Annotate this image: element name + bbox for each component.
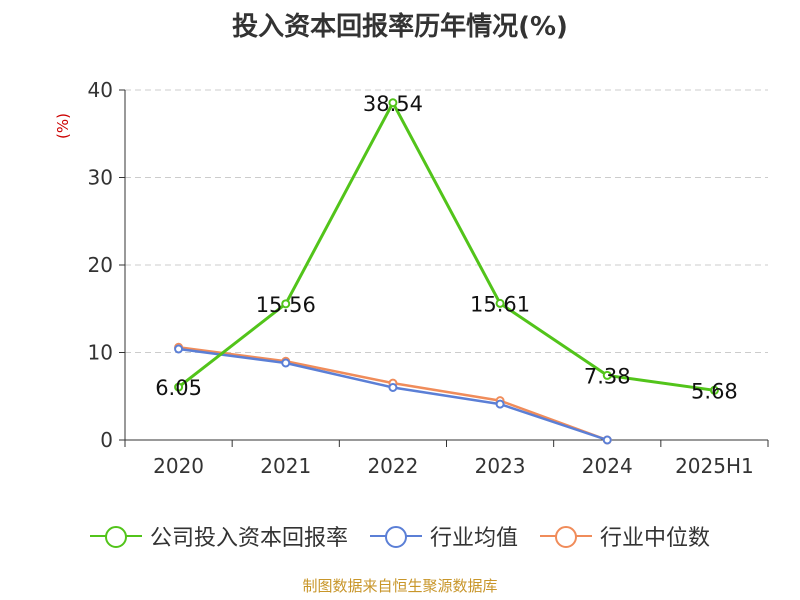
series-line xyxy=(178,347,608,442)
data-point xyxy=(174,382,184,392)
data-label: 38.54 xyxy=(363,92,423,116)
axes: 0 10 20 30 40 2020 2021 2022 2023 2024 2025H1 xyxy=(88,78,769,478)
legend-swatch-icon xyxy=(540,524,592,548)
y-tick-label: 30 xyxy=(88,166,113,190)
series-lines xyxy=(174,98,719,445)
x-tick-label: 2024 xyxy=(582,454,633,478)
data-label: 5.68 xyxy=(691,379,738,403)
x-tick-label: 2020 xyxy=(153,454,204,478)
legend-item[interactable]: 行业中位数 xyxy=(540,520,710,552)
data-label: 6.05 xyxy=(155,376,202,400)
x-tick-label: 2025H1 xyxy=(675,454,754,478)
data-point xyxy=(388,383,398,392)
legend-swatch-icon xyxy=(369,524,422,548)
legend-label: 行业中位数 xyxy=(600,526,711,551)
grid-lines xyxy=(125,89,768,353)
legend-swatch-icon xyxy=(89,524,142,548)
x-tick-label: 2021 xyxy=(260,454,311,478)
data-label: 7.38 xyxy=(584,364,631,388)
data-label: 15.61 xyxy=(470,292,530,316)
x-tick-label: 2022 xyxy=(367,454,418,478)
source-note: 制图数据来自恒生聚源数据库 xyxy=(302,577,498,595)
data-point xyxy=(495,298,505,308)
data-point xyxy=(174,344,184,354)
y-tick-label: 10 xyxy=(88,341,113,365)
data-point xyxy=(709,385,719,395)
y-tick-label: 20 xyxy=(88,253,113,277)
series-line xyxy=(177,101,715,392)
legend-item[interactable]: 公司投入资本回报率 xyxy=(89,520,348,552)
y-axis-label: (%) xyxy=(54,113,72,139)
data-point xyxy=(602,435,612,445)
data-point xyxy=(388,98,398,108)
legend-label: 行业均值 xyxy=(429,526,518,551)
data-labels: 6.05 15.56 38.54 15.61 7.38 5.68 xyxy=(155,92,738,404)
legend-item[interactable]: 行业均值 xyxy=(369,520,518,552)
data-point xyxy=(281,299,291,309)
y-tick-label: 40 xyxy=(88,78,113,102)
chart-legend: 公司投入资本回报率 行业均值 行业中位数 xyxy=(0,520,800,552)
series-line xyxy=(178,346,608,442)
data-label: 15.56 xyxy=(256,293,316,317)
legend-label: 公司投入资本回报率 xyxy=(149,526,348,551)
y-tick-label: 0 xyxy=(100,428,113,452)
data-point xyxy=(281,358,291,368)
data-point xyxy=(602,370,612,380)
x-tick-label: 2023 xyxy=(475,454,526,478)
chart-title: 投入资本回报率历年情况(%) xyxy=(232,12,568,42)
data-point xyxy=(495,399,505,409)
